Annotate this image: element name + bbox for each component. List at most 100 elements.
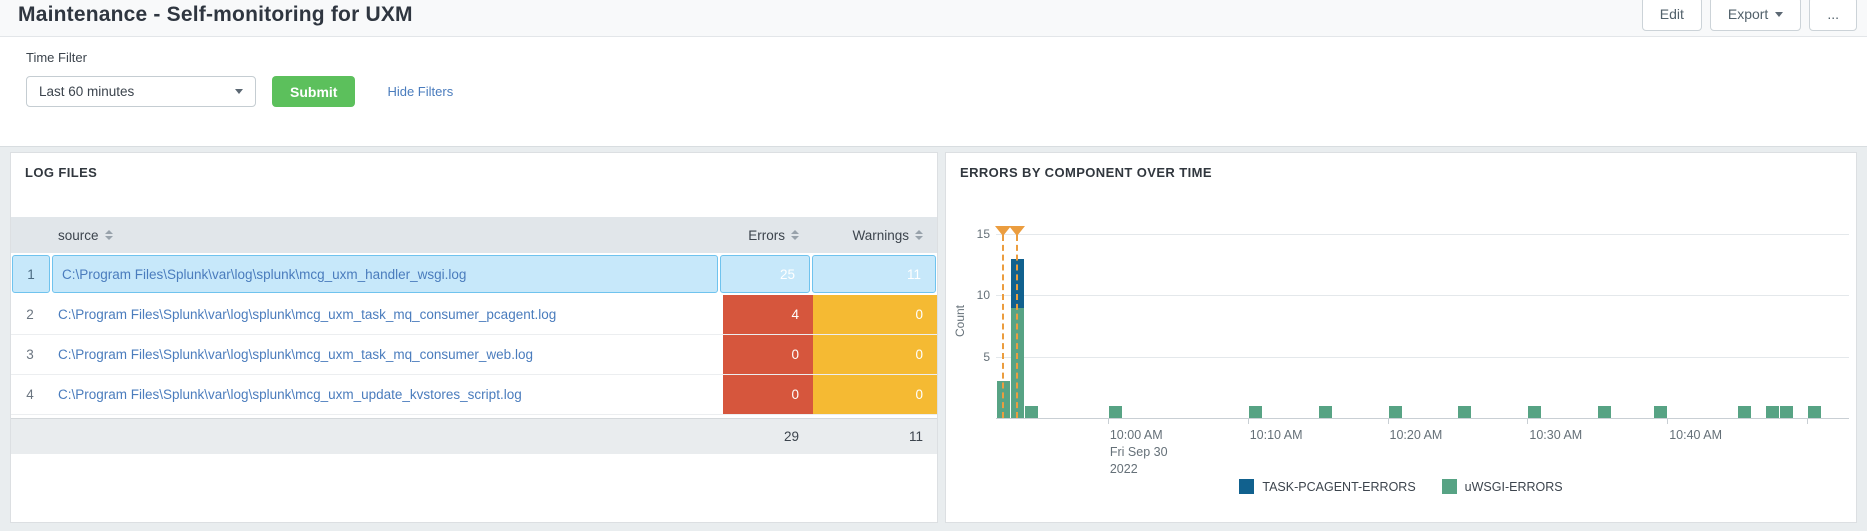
x-tick-mark (1667, 419, 1669, 424)
bar-uwsgi-errors[interactable] (1528, 405, 1542, 418)
warnings-cell[interactable]: 0 (813, 375, 937, 414)
annotation-flag-icon[interactable] (994, 226, 1011, 236)
source-link[interactable]: C:\Program Files\Splunk\var\log\splunk\m… (58, 387, 522, 402)
legend-item-task[interactable]: TASK-PCAGENT-ERRORS (1239, 479, 1416, 494)
bar-uwsgi-errors[interactable] (1766, 405, 1780, 418)
time-range-dropdown[interactable]: Last 60 minutes (26, 76, 256, 107)
errors-cell[interactable]: 0 (723, 335, 813, 374)
bar-uwsgi-errors[interactable] (1318, 405, 1332, 418)
table-row[interactable]: 4 C:\Program Files\Splunk\var\log\splunk\… (11, 375, 937, 415)
bar-uwsgi-errors[interactable] (1248, 405, 1262, 418)
table-row[interactable]: 3 C:\Program Files\Splunk\var\log\splunk\… (11, 335, 937, 375)
x-axis-line (996, 418, 1849, 419)
col-header-source[interactable]: source (49, 217, 723, 253)
chart-legend: TASK-PCAGENT-ERRORS uWSGI-ERRORS (946, 479, 1856, 494)
bar-uwsgi-errors[interactable] (1808, 405, 1822, 418)
sort-icon (104, 230, 113, 240)
row-number: 3 (26, 347, 34, 362)
warnings-cell[interactable]: 11 (812, 255, 936, 293)
table-row[interactable]: 1 C:\Program Files\Splunk\var\log\splunk\… (11, 253, 937, 295)
bar-uwsgi-errors[interactable] (1598, 405, 1612, 418)
table-row[interactable]: 2 C:\Program Files\Splunk\var\log\splunk\… (11, 295, 937, 335)
bar-uwsgi-errors[interactable] (1458, 405, 1472, 418)
col-header-errors[interactable]: Errors (723, 217, 813, 253)
log-files-title: LOG FILES (25, 165, 98, 180)
filter-controls: Last 60 minutes Submit Hide Filters (26, 76, 453, 107)
edit-button[interactable]: Edit (1641, 0, 1702, 31)
source-cell: C:\Program Files\Splunk\var\log\splunk\m… (49, 335, 723, 374)
col-header-errors-label: Errors (748, 227, 785, 243)
totals-warnings: 11 (908, 429, 923, 444)
x-tick-mark (1247, 419, 1249, 424)
source-cell: C:\Program Files\Splunk\var\log\splunk\m… (49, 375, 723, 414)
errors-chart-title: ERRORS BY COMPONENT OVER TIME (960, 165, 1212, 180)
errors-chart-panel: ERRORS BY COMPONENT OVER TIME 5 10 15 Count… (945, 152, 1857, 523)
source-cell: C:\Program Files\Splunk\var\log\splunk\m… (49, 295, 723, 334)
chart-area: 5 10 15 Count 10:00 AM Fri Sep 30 2022 10:10 AM… (946, 153, 1856, 522)
table-totals-row: 29 11 (11, 418, 937, 454)
dashboard-header: Maintenance - Self-monitoring for UXM Ed… (0, 0, 1867, 36)
bar-uwsgi-errors[interactable] (1108, 405, 1122, 418)
row-number: 4 (26, 387, 34, 402)
x-tick-label: 10:10 AM (1249, 428, 1303, 442)
edit-button-label: Edit (1659, 6, 1684, 22)
legend-label-uwsgi: uWSGI-ERRORS (1464, 479, 1563, 494)
x-tick-mark (1807, 419, 1809, 424)
bar-uwsgi-errors[interactable] (1780, 405, 1794, 418)
export-button[interactable]: Export (1709, 0, 1802, 31)
legend-item-uwsgi[interactable]: uWSGI-ERRORS (1441, 479, 1563, 494)
totals-errors: 29 (783, 429, 799, 444)
x-tick-label: 10:40 AM (1669, 428, 1723, 442)
x-tick-label: 10:30 AM (1529, 428, 1583, 442)
errors-cell[interactable]: 25 (720, 255, 810, 293)
row-number: 1 (12, 255, 50, 293)
chevron-down-icon (235, 89, 243, 94)
y-tick-label: 10 (976, 288, 990, 303)
col-header-rownum (11, 217, 49, 253)
sort-icon (915, 230, 923, 240)
x-tick-mark (1527, 419, 1529, 424)
bar-uwsgi-errors[interactable] (1654, 405, 1668, 418)
more-actions-button[interactable]: ... (1809, 0, 1857, 31)
header-actions: Edit Export ... (1641, 0, 1857, 31)
col-header-warnings[interactable]: Warnings (813, 217, 937, 253)
annotation-flag-icon[interactable] (1008, 226, 1025, 236)
log-files-panel: LOG FILES source Errors Warnings 1 C:\Progra… (10, 152, 938, 523)
y-gridline (996, 233, 1849, 235)
page-title: Maintenance - Self-monitoring for UXM (18, 3, 413, 26)
sort-icon (791, 230, 799, 240)
legend-swatch-task (1239, 479, 1255, 494)
bar-uwsgi-errors[interactable] (1388, 405, 1402, 418)
table-header-row: source Errors Warnings (11, 217, 937, 253)
annotation-dashed-line (1001, 235, 1004, 418)
filter-bar: Time Filter Last 60 minutes Submit Hide … (0, 36, 1867, 147)
errors-cell[interactable]: 4 (723, 295, 813, 334)
bar-uwsgi-errors[interactable] (1738, 405, 1752, 418)
hide-filters-link[interactable]: Hide Filters (387, 84, 454, 99)
warnings-cell[interactable]: 0 (813, 295, 937, 334)
bar-uwsgi-errors[interactable] (1024, 405, 1038, 418)
legend-swatch-uwsgi (1441, 479, 1457, 494)
source-link[interactable]: C:\Program Files\Splunk\var\log\splunk\m… (58, 307, 557, 322)
export-button-label: Export (1727, 6, 1769, 22)
submit-button[interactable]: Submit (272, 76, 356, 107)
warnings-cell[interactable]: 0 (813, 335, 937, 374)
sort-up-arrow (104, 230, 113, 234)
more-actions-label: ... (1827, 6, 1839, 22)
row-number: 2 (26, 307, 34, 322)
y-tick-label: 5 (983, 349, 990, 364)
annotation-dashed-line (1015, 235, 1018, 418)
sort-up-arrow (915, 230, 923, 234)
totals-source (49, 419, 723, 454)
source-link[interactable]: C:\Program Files\Splunk\var\log\splunk\m… (58, 347, 533, 362)
time-range-value: Last 60 minutes (39, 84, 135, 99)
totals-rownum (11, 419, 49, 454)
sort-up-arrow (791, 230, 799, 234)
col-header-source-label: source (58, 227, 99, 243)
y-axis-label: Count (953, 304, 967, 338)
y-gridline (996, 356, 1849, 358)
source-link[interactable]: C:\Program Files\Splunk\var\log\splunk\m… (62, 266, 467, 282)
source-cell: C:\Program Files\Splunk\var\log\splunk\m… (52, 255, 718, 293)
errors-cell[interactable]: 0 (723, 375, 813, 414)
